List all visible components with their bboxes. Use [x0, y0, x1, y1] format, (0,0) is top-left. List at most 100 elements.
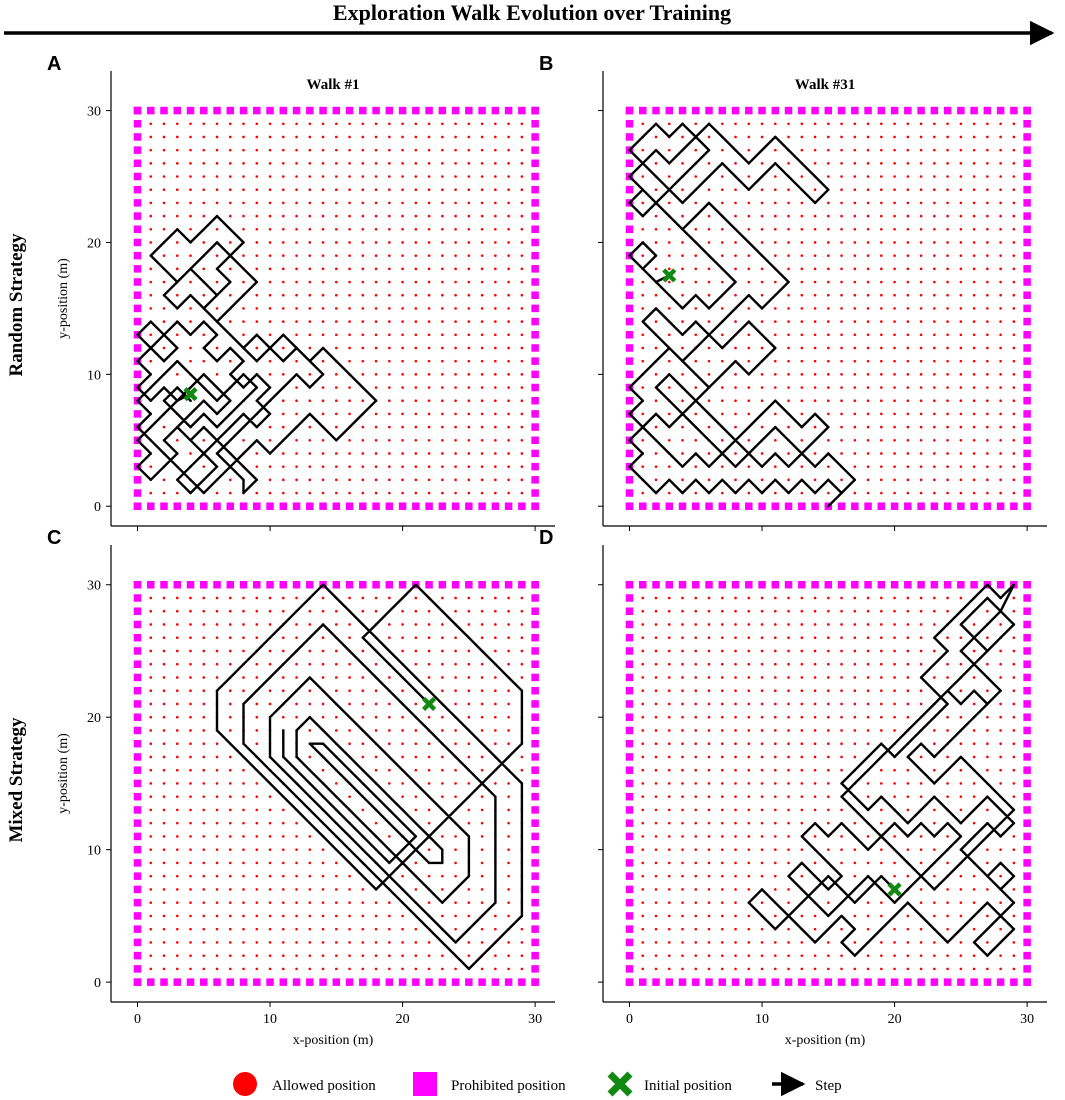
allowed-position: [787, 227, 790, 231]
prohibited-position: [504, 106, 513, 115]
allowed-position: [401, 478, 404, 482]
allowed-position: [734, 702, 737, 706]
allowed-position: [720, 148, 724, 152]
allowed-position: [893, 122, 896, 126]
allowed-position: [654, 715, 658, 719]
prohibited-position: [1023, 317, 1031, 326]
allowed-position: [202, 848, 206, 851]
allowed-position: [520, 438, 524, 442]
allowed-position: [919, 201, 923, 205]
allowed-position: [388, 742, 391, 745]
allowed-position: [747, 821, 751, 825]
allowed-position: [840, 452, 843, 455]
allowed-position: [880, 623, 883, 626]
allowed-position: [321, 478, 325, 482]
allowed-position: [1012, 729, 1016, 732]
allowed-position: [335, 175, 338, 178]
allowed-position: [853, 941, 857, 944]
allowed-position: [335, 623, 338, 626]
allowed-position: [720, 465, 724, 468]
allowed-position: [880, 162, 883, 165]
prohibited-position: [625, 686, 634, 695]
allowed-position: [520, 135, 524, 139]
allowed-position: [480, 241, 484, 244]
allowed-position: [189, 954, 192, 957]
allowed-position: [720, 636, 724, 640]
allowed-position: [893, 254, 896, 257]
allowed-position: [827, 214, 830, 218]
allowed-position: [946, 676, 949, 679]
allowed-position: [149, 835, 153, 838]
prohibited-position: [239, 978, 248, 986]
prohibited-position: [1023, 607, 1031, 615]
allowed-position: [641, 293, 645, 297]
allowed-position: [880, 662, 883, 666]
prohibited-position: [372, 106, 380, 115]
allowed-position: [228, 795, 232, 798]
allowed-position: [880, 491, 883, 495]
allowed-position: [827, 676, 830, 679]
allowed-position: [972, 201, 976, 205]
allowed-position: [893, 386, 896, 389]
allowed-position: [255, 148, 259, 152]
allowed-position: [707, 649, 711, 653]
allowed-position: [880, 702, 883, 706]
allowed-position: [361, 122, 365, 126]
prohibited-position: [133, 898, 142, 907]
allowed-position: [933, 491, 936, 495]
allowed-position: [800, 412, 804, 416]
panel-d: D0 10 20 30x-position (m): [539, 527, 1047, 1048]
allowed-position: [175, 676, 179, 679]
allowed-position: [694, 412, 698, 416]
allowed-position: [255, 241, 259, 244]
allowed-position: [999, 333, 1002, 337]
allowed-position: [972, 729, 976, 732]
allowed-position: [933, 623, 936, 626]
allowed-position: [374, 267, 378, 271]
allowed-position: [654, 967, 658, 971]
allowed-position: [986, 465, 989, 468]
prohibited-position: [678, 978, 687, 986]
allowed-position: [281, 425, 285, 429]
allowed-position: [986, 280, 989, 284]
allowed-position: [720, 941, 724, 944]
prohibited-position: [798, 978, 806, 986]
allowed-position: [787, 755, 790, 759]
allowed-position: [374, 729, 378, 732]
allowed-position: [986, 742, 989, 745]
allowed-position: [175, 596, 179, 600]
prohibited-position: [200, 580, 208, 589]
allowed-position: [681, 320, 684, 323]
allowed-position: [694, 768, 698, 772]
prohibited-position: [531, 278, 539, 286]
allowed-position: [335, 241, 338, 244]
allowed-position: [800, 293, 804, 297]
allowed-position: [255, 808, 259, 812]
allowed-position: [734, 267, 737, 271]
allowed-position: [388, 148, 391, 152]
allowed-position: [507, 808, 510, 812]
allowed-position: [893, 649, 896, 653]
prohibited-position: [957, 106, 965, 115]
allowed-position: [507, 452, 510, 455]
allowed-position: [827, 280, 830, 284]
allowed-position: [520, 636, 524, 640]
allowed-position: [454, 676, 457, 679]
prohibited-position: [133, 291, 142, 299]
allowed-position: [202, 927, 206, 931]
allowed-position: [175, 954, 179, 957]
allowed-position: [308, 425, 312, 429]
allowed-position: [507, 267, 510, 271]
allowed-position: [959, 162, 963, 165]
allowed-position: [295, 122, 298, 126]
allowed-position: [972, 346, 976, 350]
allowed-position: [454, 782, 457, 785]
allowed-position: [494, 702, 497, 706]
allowed-position: [919, 702, 923, 706]
allowed-position: [202, 214, 206, 218]
allowed-position: [919, 636, 923, 640]
allowed-position: [760, 280, 764, 284]
prohibited-position: [398, 502, 407, 510]
allowed-position: [388, 254, 391, 257]
allowed-position: [162, 715, 166, 719]
